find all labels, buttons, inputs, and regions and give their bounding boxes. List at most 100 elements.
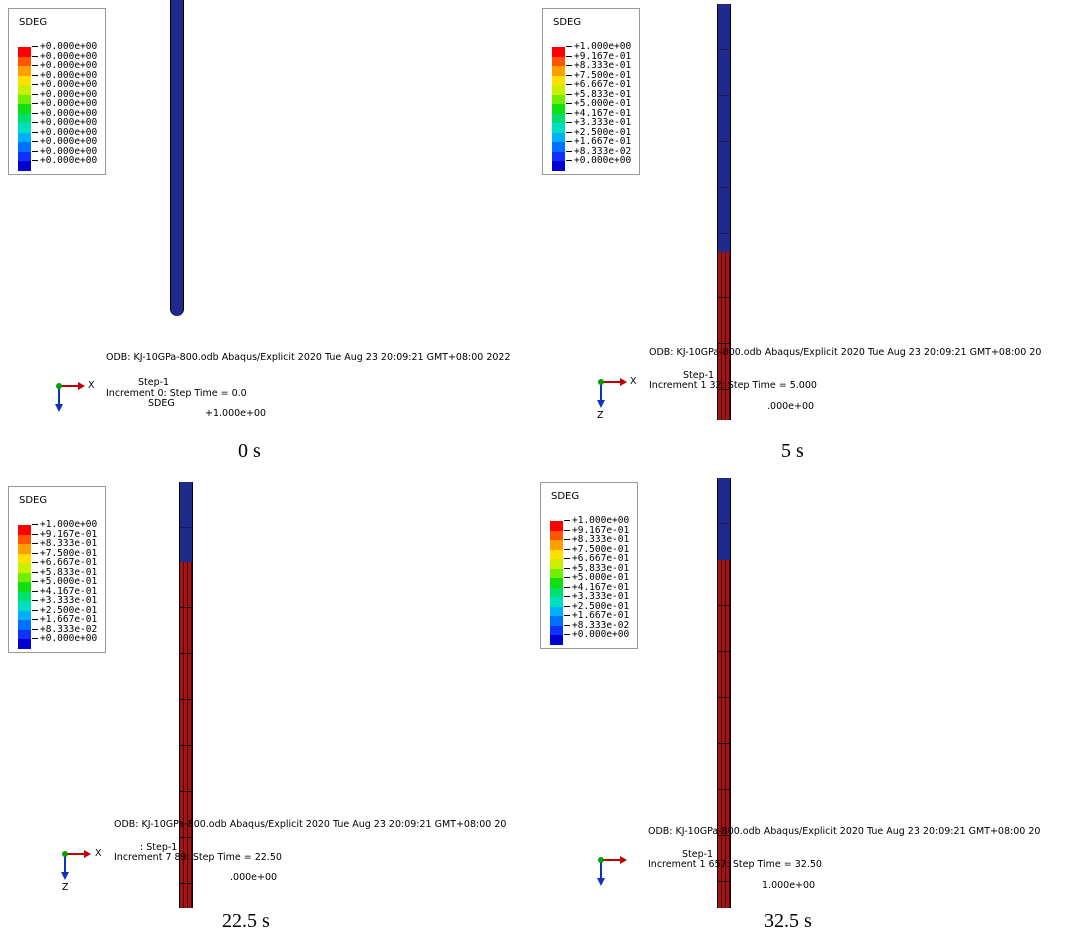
legend-swatch xyxy=(18,142,31,152)
legend-value: +3.333e-01 xyxy=(32,596,97,606)
bar-damaged xyxy=(717,560,731,908)
legend-value: +1.667e-01 xyxy=(32,615,97,625)
legend-swatch xyxy=(18,563,31,573)
legend-swatch xyxy=(550,587,563,597)
legend-value: +5.000e-01 xyxy=(32,577,97,587)
panel-0s: SDEG +0.000e+00 +0.000e+00 +0.000e+00 +0.00… xyxy=(0,0,536,468)
legend-title: SDEG xyxy=(19,495,48,506)
caption: 32.5 s xyxy=(764,910,812,932)
legend-value: +0.000e+00 xyxy=(32,156,97,166)
legend-value: +4.167e-01 xyxy=(32,586,97,597)
legend-swatch xyxy=(18,94,31,104)
pile-bar xyxy=(170,0,184,316)
legend-swatch xyxy=(552,142,565,152)
axis-z-label: Z xyxy=(62,882,69,893)
legend-swatch xyxy=(18,582,31,592)
increment-line: Increment 1 32: Step Time = 5.000 xyxy=(649,380,817,391)
bar-intact xyxy=(179,482,193,562)
legend-value: +0.000e+00 xyxy=(32,127,97,138)
axis-z-label: Z xyxy=(597,410,604,421)
axis-triad-icon xyxy=(597,378,627,408)
color-bar xyxy=(18,525,31,649)
axis-x-label: X xyxy=(95,848,102,859)
legend-swatch xyxy=(18,620,31,630)
legend-value: +0.000e+00 xyxy=(32,634,97,644)
legend-value: +0.000e+00 xyxy=(32,89,97,100)
legend-swatch xyxy=(550,606,563,616)
axis-triad xyxy=(50,376,90,420)
var-label: SDEG xyxy=(148,398,175,409)
legend-value: +0.000e+00 xyxy=(32,99,97,109)
legend-swatch xyxy=(552,113,565,123)
legend-swatch xyxy=(18,572,31,582)
legend-swatch xyxy=(552,123,565,133)
legend-value: +8.333e-01 xyxy=(566,61,631,71)
bar-damaged xyxy=(717,252,731,420)
legend-swatch xyxy=(550,578,563,588)
legend-values: +1.000e+00 +9.167e-01 +8.333e-01 +7.500e-01… xyxy=(32,520,97,644)
legend-swatch xyxy=(550,530,563,540)
odb-line: ODB: KJ-10GPa-800.odb Abaqus/Explicit 20… xyxy=(649,347,1042,358)
axis-triad-icon xyxy=(61,850,91,880)
bar-damaged xyxy=(179,562,193,908)
legend-value: +2.500e-01 xyxy=(32,605,97,616)
axis-triad xyxy=(56,844,96,888)
legend-box: SDEG +1.000e+00 +9.167e-01 +8.333e-01 +7.50… xyxy=(540,482,638,649)
legend-swatch xyxy=(550,597,563,607)
legend-value: +9.167e-01 xyxy=(564,525,629,536)
legend-title: SDEG xyxy=(19,17,48,28)
legend-swatch xyxy=(18,534,31,544)
legend-swatch xyxy=(18,601,31,611)
legend-value: +3.333e-01 xyxy=(564,592,629,602)
legend-value: +7.500e-01 xyxy=(32,548,97,559)
legend-swatch xyxy=(550,549,563,559)
legend-value: +0.000e+00 xyxy=(32,42,97,52)
primary-value: .000e+00 xyxy=(230,872,278,883)
bar-intact xyxy=(170,0,184,316)
legend-values: +1.000e+00 +9.167e-01 +8.333e-01 +7.500e-01… xyxy=(564,516,629,640)
legend-title: SDEG xyxy=(553,17,582,28)
step-label: Step-1 xyxy=(682,849,714,860)
legend-value: +0.000e+00 xyxy=(32,61,97,71)
legend-swatch xyxy=(552,85,565,95)
legend-box: SDEG +0.000e+00 +0.000e+00 +0.000e+00 +0.00… xyxy=(8,8,106,175)
legend-value: +6.667e-01 xyxy=(32,558,97,568)
color-bar xyxy=(552,47,565,171)
legend-value: +1.000e+00 xyxy=(32,520,97,530)
legend-swatch xyxy=(550,625,563,635)
legend-value: +2.500e-01 xyxy=(566,127,631,138)
legend-swatch xyxy=(18,75,31,85)
legend-swatch xyxy=(550,540,563,550)
legend-value: +0.000e+00 xyxy=(32,80,97,90)
legend-value: +7.500e-01 xyxy=(566,70,631,81)
legend-value: +2.500e-01 xyxy=(564,601,629,612)
legend-box: SDEG +1.000e+00 +9.167e-01 +8.333e-01 +7.50… xyxy=(8,486,106,653)
legend-swatch xyxy=(18,123,31,133)
legend-value: +0.000e+00 xyxy=(32,70,97,81)
step-label: Step-1 xyxy=(683,370,715,381)
legend-value: +4.167e-01 xyxy=(564,582,629,593)
legend-value: +1.667e-01 xyxy=(566,137,631,147)
legend-swatch xyxy=(550,521,563,531)
legend-value: +0.000e+00 xyxy=(32,108,97,119)
legend-value: +4.167e-01 xyxy=(566,108,631,119)
legend-value: +5.000e-01 xyxy=(566,99,631,109)
legend-value: +7.500e-01 xyxy=(564,544,629,555)
bar-intact xyxy=(717,4,731,252)
legend-swatch xyxy=(18,151,31,161)
pile-bar xyxy=(179,482,193,908)
caption: 22.5 s xyxy=(222,910,270,932)
legend-value: +9.167e-01 xyxy=(32,529,97,540)
legend-value: +0.000e+00 xyxy=(32,146,97,157)
odb-line: ODB: KJ-10GPa-800.odb Abaqus/Explicit 20… xyxy=(114,819,507,830)
caption: 0 s xyxy=(238,440,261,462)
legend-swatch xyxy=(18,525,31,535)
legend-value: +5.000e-01 xyxy=(564,573,629,583)
legend-value: +5.833e-01 xyxy=(564,563,629,574)
legend-swatch xyxy=(552,104,565,114)
legend-swatch xyxy=(552,56,565,66)
axis-triad xyxy=(592,850,632,894)
legend-swatch xyxy=(552,66,565,76)
legend-swatch xyxy=(18,591,31,601)
axis-x-label: X xyxy=(630,376,637,387)
